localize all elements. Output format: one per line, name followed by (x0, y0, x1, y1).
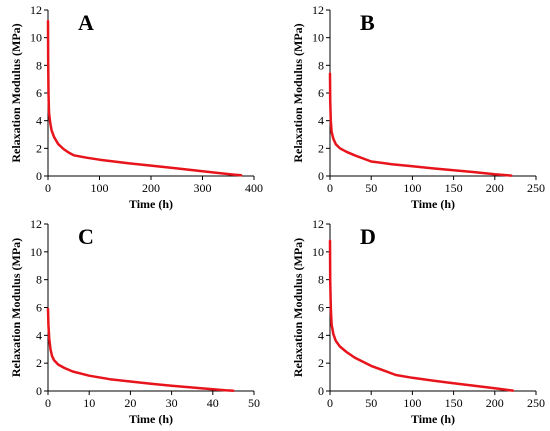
y-tick-label: 4 (36, 328, 42, 342)
x-axis-title: Time (h) (129, 412, 173, 426)
chart-panel-c: 0 2 4 6 8 10 12 0 10 20 30 40 50 Time (h) Relaxation M… (9, 217, 260, 426)
x-tick-label: 50 (365, 396, 377, 410)
y-tick-label: 12 (30, 3, 42, 17)
y-tick-label: 8 (36, 58, 42, 72)
y-tick-label: 12 (30, 217, 42, 231)
x-tick-label: 40 (207, 396, 219, 410)
y-tick-label: 4 (318, 328, 324, 342)
y-tick-label: 4 (318, 114, 324, 128)
x-tick-label: 10 (83, 396, 95, 410)
x-axis-title: Time (h) (411, 197, 455, 211)
relaxation-curve (46, 307, 235, 392)
y-tick-label: 12 (312, 217, 324, 231)
x-tick-label: 300 (194, 181, 212, 195)
panel-label: B (360, 10, 375, 35)
y-axis-title: Relaxation Modulus (MPa) (291, 238, 305, 377)
y-tick-label: 2 (36, 141, 42, 155)
x-tick-label: 20 (124, 396, 136, 410)
y-axis-title: Relaxation Modulus (MPa) (9, 238, 23, 377)
x-tick-label: 150 (445, 181, 463, 195)
x-axis-title: Time (h) (129, 197, 173, 211)
y-tick-label: 10 (30, 31, 42, 45)
y-tick-label: 2 (318, 356, 324, 370)
x-tick-label: 100 (403, 396, 421, 410)
y-tick-label: 8 (36, 273, 42, 287)
y-tick-label: 6 (36, 301, 42, 315)
y-axis-title: Relaxation Modulus (MPa) (9, 23, 23, 162)
y-tick-label: 2 (36, 356, 42, 370)
x-tick-label: 250 (527, 181, 545, 195)
x-tick-label: 100 (91, 181, 109, 195)
x-tick-label: 50 (248, 396, 260, 410)
relaxation-curve (46, 19, 243, 177)
x-tick-label: 200 (486, 396, 504, 410)
y-tick-label: 10 (312, 31, 324, 45)
y-tick-label: 6 (318, 301, 324, 315)
y-tick-label: 4 (36, 114, 42, 128)
y-tick-label: 0 (318, 384, 324, 398)
panel-label: A (78, 10, 94, 35)
y-axis-title: Relaxation Modulus (MPa) (291, 23, 305, 162)
x-tick-label: 30 (166, 396, 178, 410)
y-tick-label: 8 (318, 58, 324, 72)
y-tick-label: 6 (318, 86, 324, 100)
chart-panel-b: 0 2 4 6 8 10 12 0 50 100 150 200 250 Time (h) Relaxati… (291, 3, 545, 211)
x-tick-label: 200 (142, 181, 160, 195)
y-tick-label: 8 (318, 273, 324, 287)
y-tick-label: 0 (36, 384, 42, 398)
x-tick-label: 200 (486, 181, 504, 195)
y-tick-label: 0 (36, 169, 42, 183)
x-tick-label: 250 (527, 396, 545, 410)
y-tick-label: 10 (312, 245, 324, 259)
y-tick-label: 0 (318, 169, 324, 183)
y-tick-label: 2 (318, 141, 324, 155)
relaxation-curve (328, 239, 515, 392)
x-tick-label: 100 (403, 181, 421, 195)
chart-panel-a: 0 2 4 6 8 10 12 0 100 200 300 400 Time (h) Relaxation… (9, 3, 263, 211)
x-tick-label: 50 (365, 181, 377, 195)
y-tick-label: 10 (30, 245, 42, 259)
x-tick-label: 0 (45, 181, 51, 195)
x-tick-label: 400 (245, 181, 263, 195)
relaxation-curve (328, 72, 513, 177)
y-tick-label: 6 (36, 86, 42, 100)
x-tick-label: 0 (45, 396, 51, 410)
x-tick-label: 0 (327, 181, 333, 195)
panel-label: C (78, 224, 94, 249)
x-tick-label: 150 (445, 396, 463, 410)
chart-panel-d: 0 2 4 6 8 10 12 0 50 100 150 200 250 Time (h) Relaxati… (291, 217, 545, 426)
x-axis-title: Time (h) (411, 412, 455, 426)
panel-label: D (360, 224, 376, 249)
y-tick-label: 12 (312, 3, 324, 17)
x-tick-label: 0 (327, 396, 333, 410)
